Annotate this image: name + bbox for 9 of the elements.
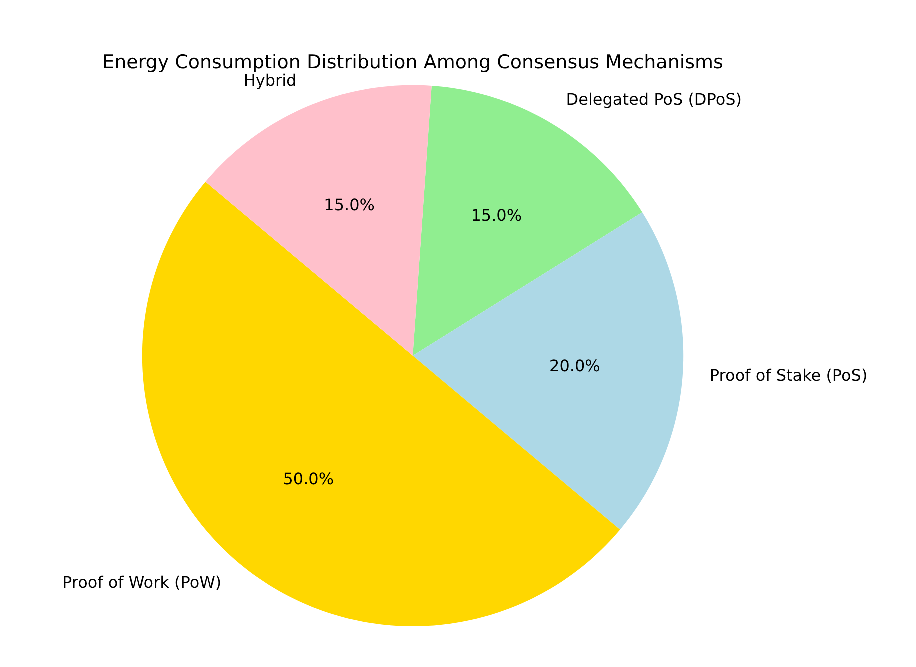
slice-label: Proof of Work (PoW) [62,573,222,592]
data-label: 15.0% [471,206,522,225]
chart-title: Energy Consumption Distribution Among Consensus Mechanisms [102,51,724,74]
slice-label: Delegated PoS (DPoS) [566,90,742,109]
slice-label: Proof of Stake (PoS) [710,366,868,385]
data-label: 50.0% [283,469,334,488]
data-label: 15.0% [324,196,375,215]
slice-label: Hybrid [244,71,297,90]
data-label: 20.0% [550,356,600,376]
